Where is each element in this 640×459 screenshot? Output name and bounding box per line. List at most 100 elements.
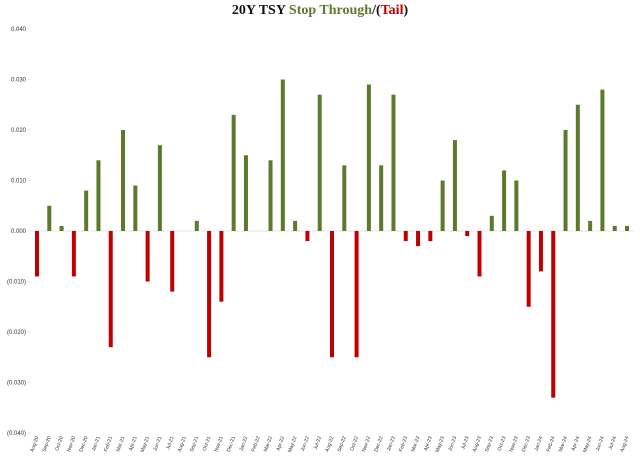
x-tick-label: Jun-24 bbox=[595, 435, 606, 452]
x-tick-label: Mar-21 bbox=[115, 435, 126, 452]
bar bbox=[207, 231, 212, 358]
bar bbox=[268, 160, 273, 231]
y-tick-label: 0.020 bbox=[11, 128, 27, 134]
bar bbox=[84, 190, 89, 231]
bar bbox=[563, 130, 568, 231]
x-tick-label: Sep-23 bbox=[484, 435, 495, 452]
bar bbox=[538, 231, 543, 272]
bar bbox=[35, 231, 39, 277]
x-tick-label: Oct-23 bbox=[497, 435, 508, 451]
bar bbox=[514, 180, 519, 231]
bar bbox=[157, 145, 162, 231]
x-tick-label: Apr-22 bbox=[275, 435, 286, 451]
x-tick-label: Apr-21 bbox=[128, 435, 139, 451]
bar bbox=[59, 225, 64, 231]
y-tick-label: 0.010 bbox=[11, 179, 27, 185]
title-part: Tail bbox=[381, 3, 404, 18]
bar bbox=[231, 114, 236, 231]
x-tick-label: Jul-23 bbox=[460, 435, 470, 450]
bar bbox=[489, 215, 494, 231]
bar bbox=[194, 220, 199, 231]
x-tick-label: Mar-22 bbox=[263, 435, 274, 452]
x-tick-label: Jul-24 bbox=[608, 435, 618, 450]
x-tick-label: Nov-20 bbox=[66, 435, 77, 452]
bar bbox=[293, 220, 298, 231]
bar bbox=[305, 231, 310, 242]
x-tick-label: Aug-22 bbox=[324, 435, 335, 452]
x-tick-label: Jun-21 bbox=[152, 435, 163, 452]
bar bbox=[330, 231, 334, 358]
x-tick-label: Nov-21 bbox=[214, 435, 225, 452]
title-part: / bbox=[371, 3, 377, 18]
bar bbox=[145, 231, 150, 282]
x-tick-label: Dec-21 bbox=[226, 435, 237, 452]
bar bbox=[121, 130, 126, 231]
x-tick-label: Jul-21 bbox=[165, 435, 175, 450]
y-tick-label: (0.010) bbox=[7, 280, 26, 286]
x-tick-label: Feb-23 bbox=[398, 435, 409, 452]
bar bbox=[416, 231, 421, 247]
x-tick-label: Aug-23 bbox=[472, 435, 483, 452]
x-tick-label: Nov-23 bbox=[509, 435, 520, 452]
x-tick-label: Aug-21 bbox=[177, 435, 188, 452]
bar bbox=[280, 79, 285, 231]
x-tick-label: Dec-22 bbox=[373, 435, 384, 452]
bar bbox=[170, 231, 175, 292]
x-tick-label: May-21 bbox=[140, 435, 151, 453]
bar bbox=[502, 170, 507, 231]
bar bbox=[575, 104, 580, 231]
bar bbox=[366, 84, 371, 231]
chart-title: 20Y TSY Stop Through/(Tail) bbox=[232, 3, 409, 18]
x-tick-label: May-23 bbox=[435, 435, 446, 453]
bar bbox=[317, 94, 322, 232]
x-tick-label: Feb-24 bbox=[546, 435, 557, 452]
x-tick-label: Sep-20 bbox=[42, 435, 53, 452]
bar bbox=[47, 205, 52, 231]
x-tick-label: Jun-22 bbox=[300, 435, 311, 452]
y-tick-label: 0.040 bbox=[11, 27, 27, 33]
y-tick-label: (0.040) bbox=[7, 431, 26, 437]
bar bbox=[108, 231, 113, 348]
y-tick-label: (0.030) bbox=[7, 381, 26, 387]
bar bbox=[452, 140, 457, 231]
bar bbox=[477, 231, 482, 277]
x-tick-label: Jul-22 bbox=[313, 435, 323, 450]
y-tick-label: (0.020) bbox=[7, 330, 26, 336]
bar bbox=[133, 185, 138, 231]
x-tick-label: Oct-22 bbox=[349, 435, 360, 451]
bar bbox=[625, 225, 629, 231]
y-tick-label: 0.030 bbox=[11, 78, 27, 84]
bar bbox=[526, 231, 531, 307]
x-tick-label: Jan-22 bbox=[238, 435, 249, 452]
bar bbox=[71, 231, 76, 277]
x-tick-label: May-24 bbox=[582, 435, 593, 453]
bar bbox=[354, 231, 359, 358]
x-tick-label: Apr-23 bbox=[423, 435, 434, 451]
bar bbox=[96, 160, 101, 231]
bar bbox=[551, 231, 556, 398]
x-tick-label: Jan-23 bbox=[386, 435, 397, 452]
title-part: 20Y TSY bbox=[232, 3, 289, 18]
x-tick-label: Jan-21 bbox=[91, 435, 102, 452]
x-tick-label: Feb-22 bbox=[251, 435, 262, 452]
bar bbox=[403, 231, 408, 242]
bar bbox=[588, 220, 593, 231]
bar bbox=[428, 231, 433, 242]
x-tick-label: May-22 bbox=[287, 435, 298, 453]
bar bbox=[612, 225, 617, 231]
x-tick-label: Nov-22 bbox=[361, 435, 372, 452]
x-tick-label: Jun-23 bbox=[447, 435, 458, 452]
title-part: Stop Through bbox=[289, 3, 372, 18]
bar bbox=[243, 155, 248, 231]
x-tick-label: Aug-24 bbox=[619, 435, 630, 452]
bar bbox=[465, 231, 470, 237]
x-tick-label: Oct-21 bbox=[202, 435, 213, 451]
bar bbox=[600, 89, 605, 231]
x-tick-label: Sep-22 bbox=[337, 435, 348, 452]
x-tick-label: Mar-24 bbox=[558, 435, 569, 452]
title-part: ) bbox=[403, 3, 408, 18]
bar bbox=[342, 165, 347, 231]
bar bbox=[219, 231, 224, 302]
x-tick-label: Dec-20 bbox=[78, 435, 89, 452]
